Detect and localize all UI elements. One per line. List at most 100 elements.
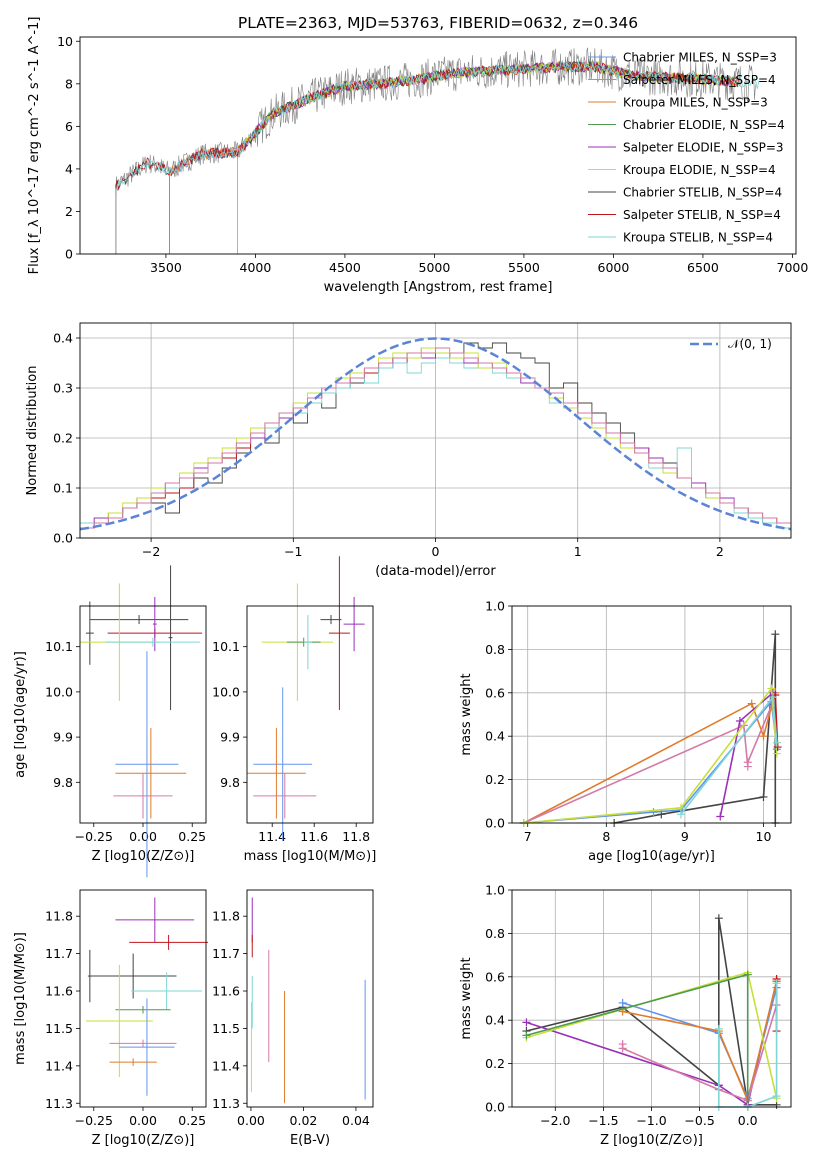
weight-marker <box>716 812 725 821</box>
x-tick-label: −0.25 <box>75 829 113 844</box>
legend-entry: Salpeter ELODIE, N_SSP=3 <box>623 141 784 155</box>
x-axis-label: Z [log10(Z/Z⊙)] <box>600 1133 703 1148</box>
y-tick-label: 2 <box>65 204 73 219</box>
weight-marker <box>522 1018 531 1027</box>
y-tick-label: 9.9 <box>53 730 73 745</box>
panel-3 <box>243 646 357 827</box>
errorbar-point-7 <box>247 728 306 819</box>
y-tick-label: 9.8 <box>220 775 240 790</box>
weight-marker <box>772 749 781 758</box>
errorbar-point-0 <box>320 615 342 625</box>
errorbar-point-2 <box>328 556 350 710</box>
model-spectrum-4 <box>237 61 740 254</box>
y-tick-label: 11.3 <box>212 1096 240 1111</box>
errorbar-point-3 <box>87 949 92 1003</box>
axes-frame-0 <box>79 36 797 255</box>
legend-entry: Chabrier STELIB, N_SSP=4 <box>623 186 782 200</box>
x-tick-label: 6500 <box>687 260 719 275</box>
y-tick-label: 0.6 <box>485 969 505 984</box>
x-tick-label: 5500 <box>508 260 540 275</box>
x-tick-label: 5000 <box>419 260 451 275</box>
weight-line-4 <box>523 699 778 824</box>
x-tick-label: −1 <box>284 544 302 559</box>
y-tick-label: 0.2 <box>485 772 505 787</box>
errorbar-point-2 <box>89 615 189 625</box>
weight-marker <box>772 738 781 747</box>
panel-1 <box>76 323 791 542</box>
y-tick-label: 11.6 <box>212 984 240 999</box>
errorbar-point-0 <box>115 897 195 943</box>
x-tick-label: −0.25 <box>75 1113 113 1128</box>
errorbar-point-0 <box>85 601 94 665</box>
x-axis-label: E(B-V) <box>290 1133 330 1148</box>
legend-entry: Kroupa STELIB, N_SSP=4 <box>623 231 773 245</box>
weight-marker <box>649 808 658 817</box>
weight-marker <box>759 792 768 801</box>
x-tick-label: 0.00 <box>129 1113 157 1128</box>
x-tick-label: 0.00 <box>129 829 157 844</box>
weight-marker <box>773 743 782 752</box>
panel-7 <box>508 889 791 1111</box>
y-tick-label: 10.0 <box>212 684 240 699</box>
errorbar-point-5 <box>115 1005 171 1014</box>
y-tick-label: 0.4 <box>485 729 505 744</box>
y-tick-label: 1.0 <box>485 883 505 898</box>
legend-entry: Chabrier MILES, N_SSP=3 <box>623 51 777 65</box>
x-tick-label: −2.0 <box>540 1113 570 1128</box>
panel-5 <box>76 915 193 1111</box>
legend-entry: Chabrier ELODIE, N_SSP=4 <box>623 118 785 132</box>
panel-4 <box>508 605 791 827</box>
y-tick-label: 8 <box>65 76 73 91</box>
y-tick-label: 0.1 <box>53 481 73 496</box>
errorbar-point-6 <box>85 964 153 1078</box>
y-axis-label: Normed distribution <box>25 366 40 496</box>
y-axis-label: mass weight <box>459 673 474 755</box>
x-tick-label: 0.02 <box>290 1113 318 1128</box>
x-tick-label: −0.5 <box>684 1113 714 1128</box>
y-tick-label: 11.6 <box>45 984 73 999</box>
x-tick-label: 0.04 <box>342 1113 370 1128</box>
weight-marker <box>618 1044 627 1053</box>
y-tick-label: 0.0 <box>485 1100 505 1115</box>
weight-marker <box>743 970 752 979</box>
x-tick-label: 2 <box>716 544 724 559</box>
errorbar-point-7 <box>109 1039 177 1048</box>
axes-frame-3 <box>246 605 374 824</box>
x-tick-label: 4500 <box>329 260 361 275</box>
axes-frame-6 <box>246 889 374 1108</box>
x-tick-label: 6000 <box>598 260 630 275</box>
weight-marker <box>747 699 756 708</box>
weight-marker <box>676 810 685 819</box>
errorbar-point-7 <box>115 651 179 878</box>
x-tick-label: 11.4 <box>258 829 286 844</box>
weight-marker <box>743 758 752 767</box>
y-tick-label: 10.1 <box>212 639 240 654</box>
x-axis-label: Z [log10(Z/Z⊙)] <box>92 1133 195 1148</box>
weight-marker <box>772 979 781 988</box>
y-tick-label: 0.0 <box>53 531 73 546</box>
weight-marker <box>772 1092 781 1101</box>
model-spectrum-3 <box>237 60 740 254</box>
y-tick-label: 11.8 <box>45 909 73 924</box>
y-axis-label: mass weight <box>459 957 474 1039</box>
y-tick-label: 9.8 <box>53 775 73 790</box>
weight-line-5 <box>523 686 778 824</box>
y-axis-label: mass [log10(M/M⊙)] <box>13 932 28 1065</box>
x-tick-label: 7000 <box>777 260 809 275</box>
errorbar-point-4 <box>131 972 203 1010</box>
x-axis-label: wavelength [Angstrom, rest frame] <box>324 280 553 295</box>
x-axis-label: age [log10(age/yr)] <box>588 849 715 864</box>
histogram-5 <box>80 347 791 529</box>
errorbar-point-9 <box>113 773 173 819</box>
x-tick-label: −1.0 <box>636 1113 666 1128</box>
y-tick-label: 11.3 <box>45 1096 73 1111</box>
y-tick-label: 0.0 <box>485 816 505 831</box>
y-tick-label: 1.0 <box>485 599 505 614</box>
errorbar-point-5 <box>303 615 313 670</box>
axes-frame-4 <box>511 605 792 824</box>
y-tick-label: 11.5 <box>212 1021 240 1036</box>
y-tick-label: 0.4 <box>485 1013 505 1028</box>
x-tick-label: 0.25 <box>178 829 206 844</box>
y-tick-label: 11.5 <box>45 1021 73 1036</box>
y-tick-label: 11.4 <box>212 1058 240 1073</box>
